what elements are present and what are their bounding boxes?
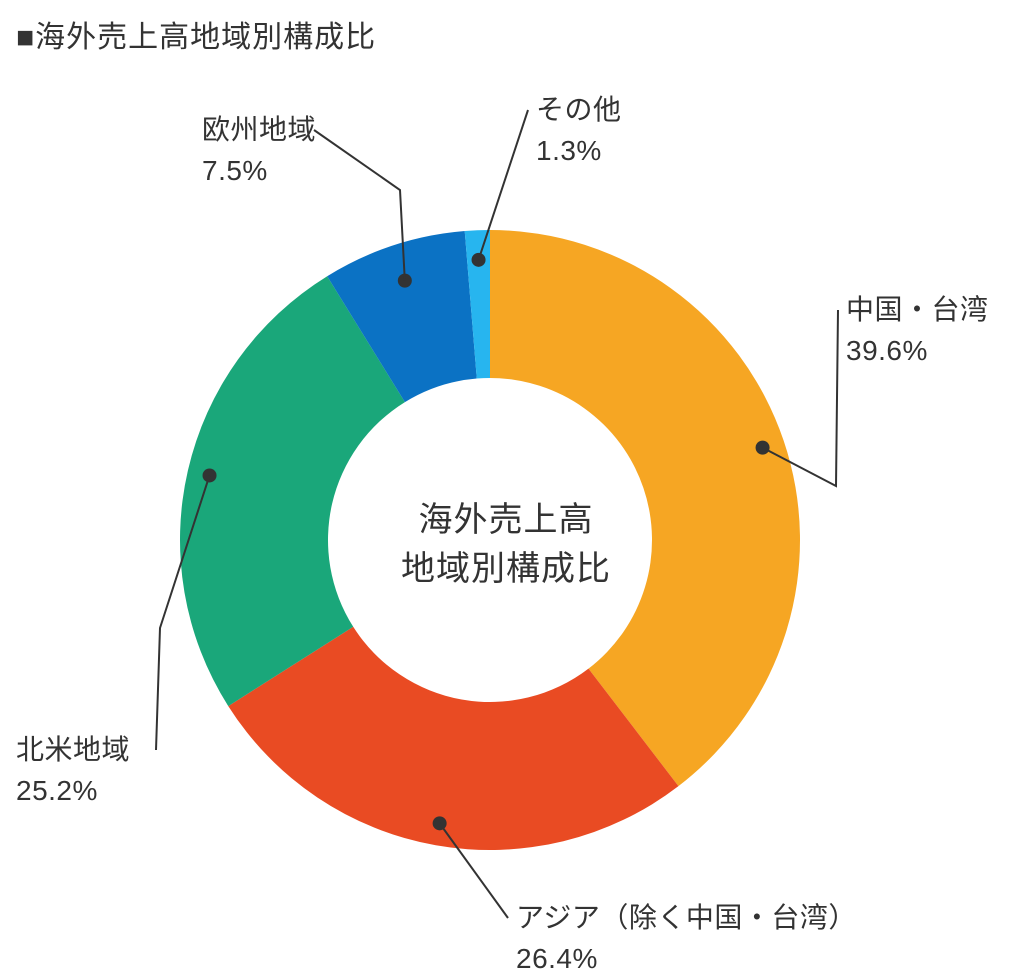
slice-label-value: 26.4% (516, 939, 857, 979)
slice-label-other: その他1.3% (536, 90, 622, 171)
slice-label-value: 25.2% (16, 771, 130, 812)
slice-label-name: アジア（除く中国・台湾） (516, 898, 857, 939)
chart-container: ■海外売上高地域別構成比 海外売上高 地域別構成比 中国・台湾39.6%アジア（… (0, 0, 1012, 977)
slice-label-name: 欧州地域 (202, 110, 316, 151)
slice-label-europe: 欧州地域7.5% (202, 110, 316, 191)
center-label-line2: 地域別構成比 (0, 541, 1012, 590)
slice-label-name: 北米地域 (16, 730, 130, 771)
donut-chart-svg (0, 0, 1012, 977)
slice-label-china_taiwan: 中国・台湾39.6% (846, 290, 989, 371)
slice-label-asia_ex: アジア（除く中国・台湾）26.4% (516, 898, 857, 979)
slice-label-value: 39.6% (846, 331, 989, 372)
slice-label-name: その他 (536, 90, 622, 131)
slice-label-value: 7.5% (202, 151, 316, 192)
slice-label-value: 1.3% (536, 131, 622, 172)
slice-label-north_america: 北米地域25.2% (16, 730, 130, 811)
slice-label-name: 中国・台湾 (846, 290, 989, 331)
center-label-line1: 海外売上高 (0, 492, 1012, 541)
center-label: 海外売上高 地域別構成比 (0, 492, 1012, 590)
